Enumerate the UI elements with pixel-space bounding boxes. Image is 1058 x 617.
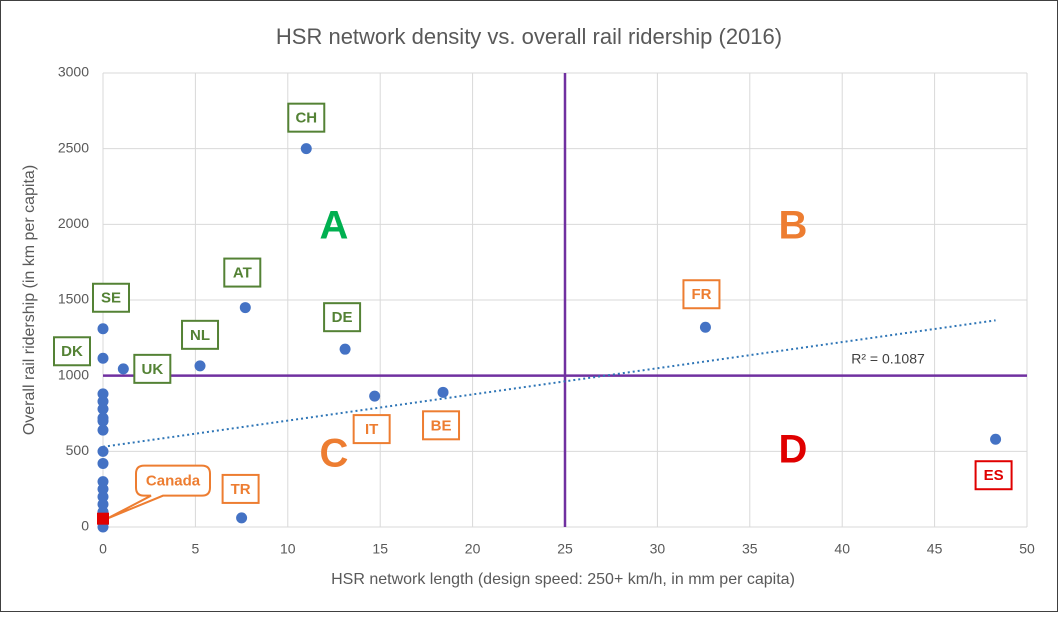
quadrant-label: D bbox=[779, 428, 808, 472]
label-box bbox=[287, 102, 326, 133]
point-label: SE bbox=[101, 290, 121, 307]
data-point bbox=[97, 352, 109, 364]
label-box bbox=[92, 282, 130, 313]
label-box bbox=[352, 414, 391, 445]
label-box bbox=[133, 353, 172, 384]
data-point bbox=[97, 388, 109, 400]
data-point bbox=[236, 512, 248, 524]
data-point bbox=[97, 512, 109, 525]
x-tick-label: 10 bbox=[280, 541, 296, 557]
data-point bbox=[97, 483, 109, 495]
y-tick-label: 0 bbox=[81, 518, 89, 534]
data-point bbox=[97, 323, 109, 335]
chart-title: HSR network density vs. overall rail rid… bbox=[276, 24, 782, 49]
data-point bbox=[97, 476, 109, 488]
y-tick-label: 2000 bbox=[58, 215, 89, 231]
data-point bbox=[300, 143, 312, 155]
data-point bbox=[437, 386, 449, 398]
trendline bbox=[102, 319, 996, 448]
label-box bbox=[181, 319, 220, 350]
point-label: AT bbox=[233, 265, 252, 282]
label-box bbox=[53, 336, 91, 367]
point-label: TR bbox=[231, 481, 251, 498]
point-label: FR bbox=[691, 286, 711, 303]
data-point bbox=[97, 403, 109, 415]
callout-box bbox=[106, 464, 211, 520]
y-tick-label: 500 bbox=[66, 442, 90, 458]
x-tick-label: 5 bbox=[192, 541, 200, 557]
point-label: NL bbox=[190, 327, 210, 344]
data-point bbox=[97, 395, 109, 407]
x-axis-title: HSR network length (design speed: 250+ k… bbox=[331, 571, 795, 588]
label-box bbox=[323, 302, 362, 333]
data-point bbox=[97, 445, 109, 457]
label-box bbox=[221, 473, 260, 504]
x-tick-label: 25 bbox=[557, 541, 573, 557]
y-tick-label: 2500 bbox=[58, 139, 89, 155]
point-label: UK bbox=[141, 361, 163, 378]
point-label: DK bbox=[61, 343, 83, 360]
x-tick-label: 35 bbox=[742, 541, 758, 557]
x-tick-label: 45 bbox=[927, 541, 943, 557]
x-tick-label: 40 bbox=[834, 541, 850, 557]
quadrant-label: A bbox=[320, 204, 349, 248]
data-point bbox=[699, 321, 711, 333]
label-box bbox=[223, 257, 262, 288]
point-label: Canada bbox=[146, 473, 201, 490]
data-point bbox=[239, 302, 251, 314]
label-box bbox=[422, 410, 461, 441]
data-point bbox=[97, 498, 109, 510]
x-tick-label: 15 bbox=[372, 541, 388, 557]
y-tick-label: 3000 bbox=[58, 64, 89, 80]
data-point bbox=[97, 491, 109, 503]
label-box bbox=[682, 279, 721, 310]
data-point bbox=[990, 433, 1002, 445]
data-point bbox=[117, 363, 129, 375]
data-point bbox=[97, 415, 109, 427]
point-label: IT bbox=[365, 421, 378, 438]
data-point bbox=[97, 457, 109, 469]
x-tick-label: 50 bbox=[1019, 541, 1035, 557]
y-tick-label: 1000 bbox=[58, 366, 89, 382]
point-label: CH bbox=[295, 110, 317, 127]
label-box bbox=[974, 460, 1013, 491]
x-tick-label: 30 bbox=[650, 541, 666, 557]
data-point bbox=[369, 390, 381, 402]
x-tick-label: 20 bbox=[465, 541, 481, 557]
trendline-label: R² = 0.1087 bbox=[851, 351, 925, 367]
y-tick-label: 1500 bbox=[58, 291, 89, 307]
x-tick-label: 0 bbox=[99, 541, 107, 557]
point-label: DE bbox=[332, 309, 353, 326]
quadrant-label: C bbox=[320, 432, 349, 476]
point-label: ES bbox=[984, 467, 1004, 484]
quadrant-label: B bbox=[779, 204, 808, 248]
data-point bbox=[97, 424, 109, 436]
data-point bbox=[194, 360, 206, 372]
data-point bbox=[339, 343, 351, 355]
y-axis-title: Overall rail ridership (in km per capita… bbox=[21, 165, 38, 435]
point-label: BE bbox=[431, 417, 452, 434]
